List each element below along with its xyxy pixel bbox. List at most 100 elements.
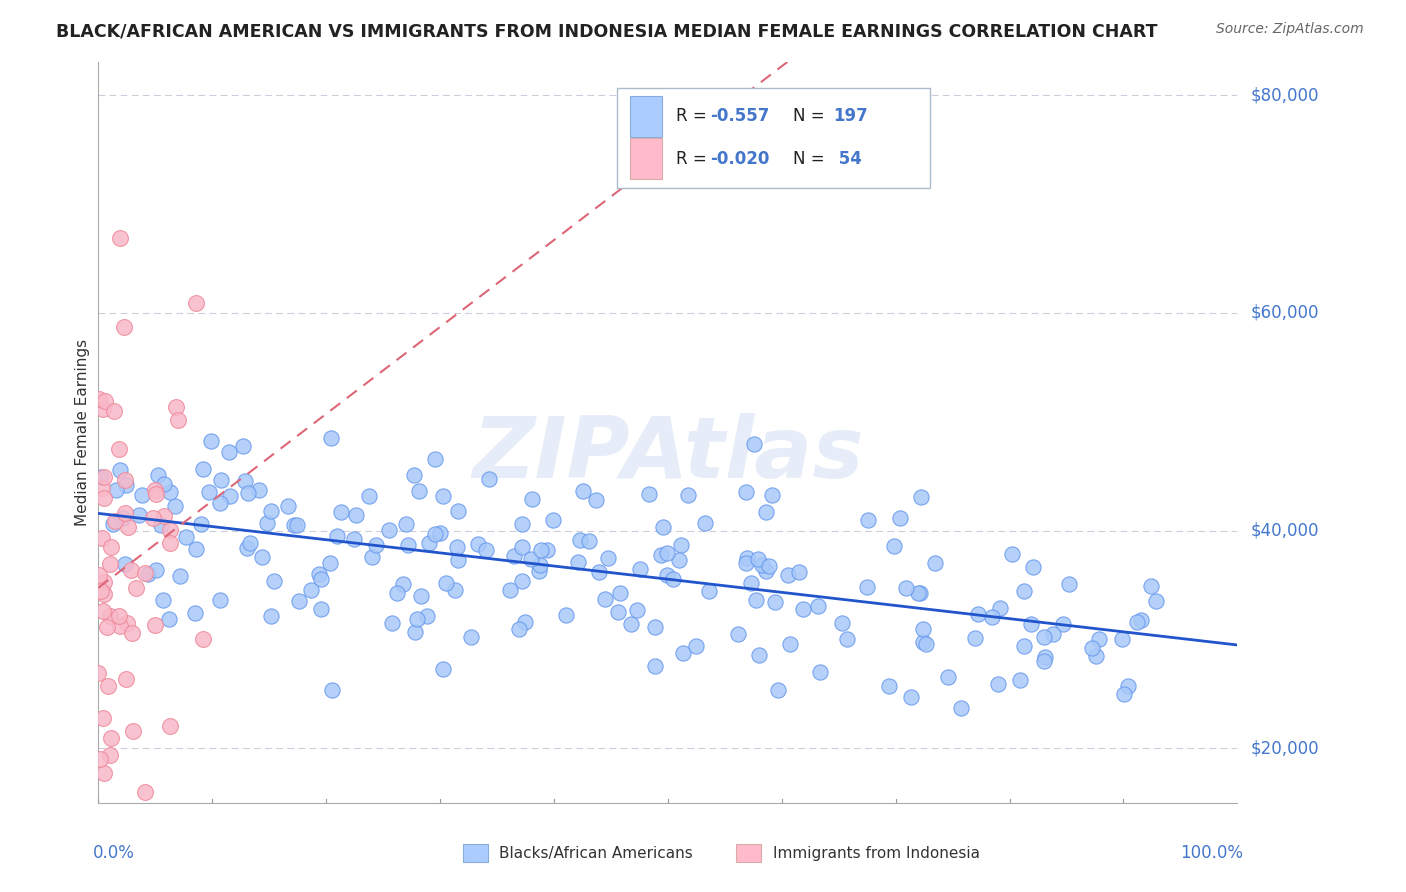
Point — [169, 569, 191, 583]
Point — [260, 609, 283, 624]
Point — [429, 525, 451, 540]
Point — [432, 489, 454, 503]
Point — [1052, 616, 1074, 631]
Point — [763, 595, 786, 609]
Point — [478, 472, 501, 486]
Point — [748, 648, 770, 662]
Point — [651, 519, 673, 533]
Point — [745, 592, 768, 607]
Point — [900, 690, 922, 705]
Point — [301, 583, 323, 598]
Point — [143, 618, 166, 632]
Bar — [737, 844, 761, 863]
Point — [408, 483, 430, 498]
Point — [856, 513, 879, 527]
Point — [510, 540, 533, 554]
Point — [423, 527, 446, 541]
Point — [877, 679, 900, 693]
Point — [152, 593, 174, 607]
Point — [936, 669, 959, 683]
Point — [326, 529, 349, 543]
Point — [988, 600, 1011, 615]
Point — [697, 583, 720, 598]
Point — [308, 566, 330, 581]
Point — [915, 637, 938, 651]
Text: $80,000: $80,000 — [1251, 87, 1319, 104]
Text: 0.0%: 0.0% — [93, 844, 135, 862]
Point — [1140, 579, 1163, 593]
Point — [200, 434, 222, 449]
Point — [655, 546, 678, 560]
Point — [134, 785, 156, 799]
Point — [588, 566, 610, 580]
Point — [447, 553, 470, 567]
Point — [219, 489, 242, 503]
Text: R =: R = — [676, 108, 711, 126]
Point — [103, 517, 125, 532]
Point — [157, 612, 180, 626]
Bar — [630, 138, 662, 179]
Point — [779, 637, 801, 651]
Point — [114, 558, 136, 572]
Point — [447, 504, 470, 518]
Point — [529, 558, 551, 572]
Text: $40,000: $40,000 — [1251, 522, 1319, 540]
Point — [108, 619, 131, 633]
Text: ZIPAtlas: ZIPAtlas — [472, 413, 863, 496]
Point — [93, 491, 115, 505]
Point — [835, 632, 858, 646]
Text: 197: 197 — [832, 108, 868, 126]
Point — [159, 536, 181, 550]
Point — [87, 666, 110, 681]
Point — [965, 631, 987, 645]
Point — [685, 640, 707, 654]
Point — [742, 437, 765, 451]
Point — [981, 610, 1004, 624]
Point — [359, 489, 381, 503]
Point — [662, 572, 685, 586]
Point — [1019, 617, 1042, 632]
Point — [434, 576, 457, 591]
Point — [277, 500, 299, 514]
Point — [568, 533, 591, 547]
Point — [894, 581, 917, 595]
Point — [263, 574, 285, 589]
Point — [165, 400, 187, 414]
Point — [236, 541, 259, 555]
Point — [1042, 626, 1064, 640]
Point — [606, 605, 628, 619]
Point — [1014, 584, 1036, 599]
Point — [208, 592, 231, 607]
Point — [512, 516, 534, 531]
Point — [1033, 654, 1056, 668]
Point — [499, 583, 522, 598]
Point — [1081, 641, 1104, 656]
Point — [758, 559, 780, 574]
Point — [142, 511, 165, 525]
Point — [93, 765, 115, 780]
Point — [145, 487, 167, 501]
Point — [776, 567, 799, 582]
Point — [751, 558, 773, 573]
Point — [360, 549, 382, 564]
Point — [98, 747, 121, 762]
Point — [90, 481, 112, 495]
Point — [1022, 560, 1045, 574]
Point — [1111, 632, 1133, 647]
Point — [218, 445, 240, 459]
Text: $20,000: $20,000 — [1251, 739, 1320, 757]
Point — [143, 483, 166, 497]
Point — [250, 550, 273, 565]
Point — [761, 488, 783, 502]
Point — [93, 470, 115, 484]
Point — [165, 499, 187, 513]
Point — [166, 413, 188, 427]
Point — [889, 511, 911, 525]
Point — [1033, 630, 1056, 644]
Point — [321, 431, 343, 445]
Point — [520, 491, 543, 506]
Point — [404, 624, 426, 639]
Point — [108, 231, 131, 245]
Point — [209, 496, 232, 510]
Point — [91, 711, 114, 725]
